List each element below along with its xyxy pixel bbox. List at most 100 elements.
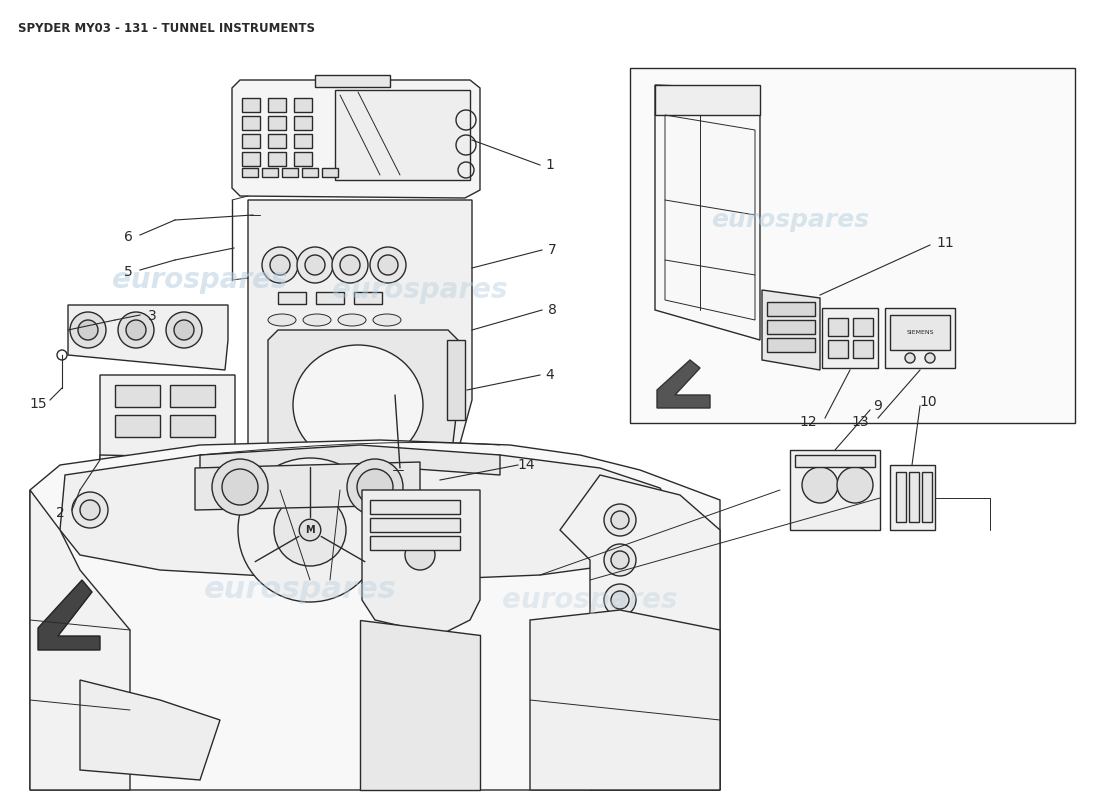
Text: eurospares: eurospares xyxy=(112,266,288,294)
Bar xyxy=(354,292,382,304)
Bar xyxy=(370,536,460,550)
Text: 12: 12 xyxy=(800,415,817,429)
Polygon shape xyxy=(232,80,480,198)
Circle shape xyxy=(346,459,403,515)
Circle shape xyxy=(274,494,346,566)
Circle shape xyxy=(238,458,382,602)
Polygon shape xyxy=(30,490,130,790)
Polygon shape xyxy=(100,375,235,480)
Bar xyxy=(262,168,278,177)
Circle shape xyxy=(610,591,629,609)
Circle shape xyxy=(604,544,636,576)
Circle shape xyxy=(925,353,935,363)
Polygon shape xyxy=(654,85,760,115)
Bar xyxy=(890,315,950,350)
Bar xyxy=(767,302,815,316)
Bar xyxy=(170,415,214,437)
Circle shape xyxy=(126,320,146,340)
Text: 1: 1 xyxy=(546,158,554,172)
Circle shape xyxy=(212,459,268,515)
Bar xyxy=(170,385,214,407)
Circle shape xyxy=(905,353,915,363)
Text: 2: 2 xyxy=(56,506,65,520)
Polygon shape xyxy=(68,305,228,370)
Polygon shape xyxy=(268,330,458,475)
Bar xyxy=(922,472,932,522)
Bar xyxy=(116,385,160,407)
Polygon shape xyxy=(886,308,955,368)
Ellipse shape xyxy=(338,314,366,326)
Circle shape xyxy=(604,584,636,616)
Bar xyxy=(268,134,286,148)
Polygon shape xyxy=(654,85,760,340)
Bar xyxy=(116,415,160,437)
Bar xyxy=(336,90,470,180)
Polygon shape xyxy=(530,610,720,790)
Bar xyxy=(242,168,258,177)
Bar xyxy=(268,116,286,130)
Bar xyxy=(242,152,260,166)
Text: 13: 13 xyxy=(851,415,869,429)
Bar xyxy=(294,134,312,148)
Polygon shape xyxy=(560,475,720,790)
Text: eurospares: eurospares xyxy=(204,575,396,605)
Text: 14: 14 xyxy=(517,458,535,472)
Ellipse shape xyxy=(302,314,331,326)
Circle shape xyxy=(378,255,398,275)
Text: 3: 3 xyxy=(147,309,156,323)
Bar xyxy=(852,340,873,358)
Polygon shape xyxy=(362,490,480,635)
Bar xyxy=(370,518,460,532)
Circle shape xyxy=(270,255,290,275)
Text: eurospares: eurospares xyxy=(503,586,678,614)
Circle shape xyxy=(610,551,629,569)
Bar xyxy=(242,116,260,130)
Bar xyxy=(828,318,848,336)
Text: eurospares: eurospares xyxy=(332,276,508,304)
Polygon shape xyxy=(200,445,500,475)
Polygon shape xyxy=(762,290,820,370)
Bar xyxy=(315,75,390,87)
Text: 5: 5 xyxy=(123,265,132,279)
Text: 15: 15 xyxy=(30,397,47,411)
Circle shape xyxy=(118,312,154,348)
Polygon shape xyxy=(30,440,720,790)
Bar xyxy=(294,116,312,130)
Bar xyxy=(294,98,312,112)
Circle shape xyxy=(70,312,106,348)
Bar xyxy=(322,168,338,177)
Circle shape xyxy=(297,247,333,283)
Text: eurospares: eurospares xyxy=(711,208,869,232)
Circle shape xyxy=(222,469,258,505)
Circle shape xyxy=(610,511,629,529)
Text: 11: 11 xyxy=(936,236,954,250)
Ellipse shape xyxy=(268,314,296,326)
Bar xyxy=(767,320,815,334)
Text: 8: 8 xyxy=(548,303,557,317)
Circle shape xyxy=(80,500,100,520)
Circle shape xyxy=(802,467,838,503)
Polygon shape xyxy=(822,308,878,368)
Text: SPYDER MY03 - 131 - TUNNEL INSTRUMENTS: SPYDER MY03 - 131 - TUNNEL INSTRUMENTS xyxy=(18,22,315,35)
Circle shape xyxy=(358,469,393,505)
Text: 4: 4 xyxy=(546,368,554,382)
Bar xyxy=(767,338,815,352)
Circle shape xyxy=(78,320,98,340)
Text: 9: 9 xyxy=(873,399,882,413)
Bar xyxy=(795,455,874,467)
Circle shape xyxy=(305,255,324,275)
Circle shape xyxy=(604,504,636,536)
Polygon shape xyxy=(248,200,472,490)
Text: 7: 7 xyxy=(548,243,557,257)
Bar xyxy=(278,292,306,304)
Polygon shape xyxy=(60,455,680,580)
Circle shape xyxy=(332,247,368,283)
Bar xyxy=(302,168,318,177)
Text: 6: 6 xyxy=(123,230,132,244)
Text: SIEMENS: SIEMENS xyxy=(906,330,934,335)
Circle shape xyxy=(370,247,406,283)
Polygon shape xyxy=(360,620,480,790)
Bar xyxy=(242,98,260,112)
Bar xyxy=(370,500,460,514)
Bar xyxy=(282,168,298,177)
